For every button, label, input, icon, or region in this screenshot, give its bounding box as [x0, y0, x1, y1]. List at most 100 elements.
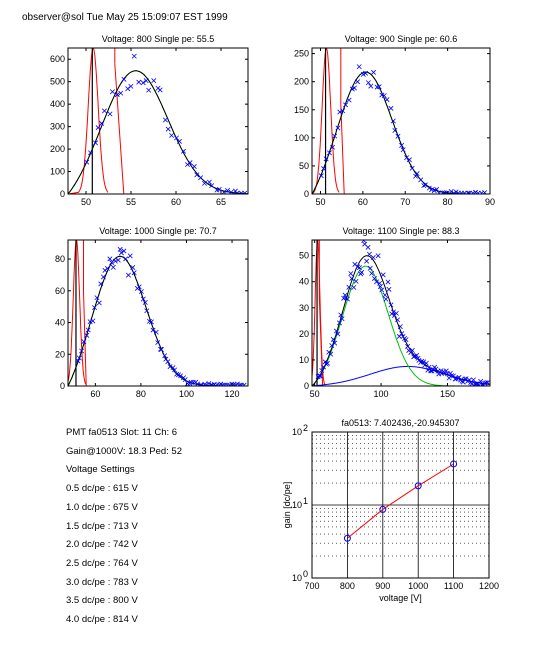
- data-point: [343, 102, 349, 108]
- y-axis-label: gain [dc/pe]: [282, 482, 292, 529]
- pmt-info-block: PMT fa0513 Slot: 11 Ch: 6 Gain@1000V: 18…: [66, 424, 182, 630]
- data-point: [202, 180, 208, 186]
- total-fit-curve: [312, 71, 490, 194]
- y-tick-label: 100: [50, 167, 65, 177]
- data-point: [198, 175, 204, 181]
- data-point: [423, 360, 429, 366]
- data-point: [131, 53, 137, 59]
- x-tick-label: 65: [216, 197, 226, 207]
- data-point: [351, 284, 357, 290]
- data-point: [155, 340, 161, 346]
- y-tick-label: 80: [55, 254, 65, 264]
- data-point: [178, 373, 184, 379]
- data-point: [359, 269, 365, 275]
- data-point: [194, 172, 200, 178]
- data-point: [406, 157, 412, 163]
- pedestal-gauss-curve: [68, 48, 109, 194]
- data-point: [109, 89, 115, 95]
- data-point: [482, 380, 488, 386]
- data-point: [485, 379, 490, 385]
- data-point: [99, 120, 105, 126]
- data-point: [386, 286, 392, 292]
- data-point: [421, 183, 427, 189]
- data-point: [382, 292, 388, 298]
- data-point: [409, 347, 415, 353]
- data-point: [92, 305, 98, 311]
- data-point: [470, 190, 476, 194]
- data-point: [393, 310, 399, 316]
- x-tick-label: 1100: [444, 581, 463, 591]
- data-point: [165, 126, 171, 132]
- y-tick-label: 100: [294, 133, 309, 143]
- data-point: [85, 327, 91, 333]
- voltage-setting-0: 0.5 dc/pe : 615 V: [66, 483, 138, 495]
- data-point: [98, 281, 104, 287]
- histogram-panel-1100v: Voltage: 1100 Single pe: 88.3 50 100 150 0 10…: [299, 226, 491, 399]
- data-point: [127, 253, 133, 259]
- y-tick-label: 20: [299, 329, 309, 339]
- y-tick-label: 50: [299, 251, 309, 261]
- noise-curve: [312, 365, 490, 386]
- voltage-setting-5: 3.0 dc/pe : 783 V: [66, 576, 138, 588]
- data-point: [241, 382, 247, 386]
- data-point: [123, 256, 129, 262]
- data-point: [143, 78, 149, 84]
- data-point: [483, 380, 489, 386]
- data-point: [436, 190, 442, 194]
- y-tick-label: 10: [299, 355, 309, 365]
- data-point: [318, 373, 324, 379]
- data-point: [158, 347, 164, 353]
- x-axis-label: voltage [V]: [379, 593, 422, 603]
- data-point: [418, 177, 424, 183]
- data-point: [181, 148, 187, 154]
- data-point: [114, 92, 120, 98]
- x-tick-label: 50: [81, 197, 91, 207]
- pedestal-tail-drop: [114, 63, 125, 194]
- data-point: [390, 118, 396, 124]
- data-point: [409, 165, 415, 171]
- gain-vs-voltage-panel: fa0513: 7.402436,-20.945307 700 800 900 1000…: [282, 418, 499, 603]
- y-tick-label: 400: [50, 99, 65, 109]
- panel-title: Voltage: 1000 Single pe: 70.7: [99, 226, 217, 236]
- data-point: [118, 250, 124, 256]
- data-point: [128, 83, 134, 89]
- voltage-setting-7: 4.0 dc/pe : 814 V: [66, 614, 138, 626]
- x-tick-label: 60: [171, 197, 181, 207]
- data-point: [426, 364, 432, 370]
- data-point: [172, 367, 178, 373]
- data-point: [353, 278, 359, 284]
- data-point: [369, 270, 375, 276]
- data-point: [140, 80, 146, 86]
- data-point: [414, 352, 420, 358]
- data-point: [400, 147, 406, 153]
- data-point: [414, 171, 420, 177]
- data-point: [117, 246, 123, 252]
- data-point: [392, 127, 398, 133]
- data-point: [234, 381, 240, 386]
- data-point: [225, 188, 231, 194]
- data-point: [364, 258, 370, 264]
- data-point: [395, 133, 401, 139]
- data-point: [115, 257, 121, 263]
- data-point: [425, 367, 431, 373]
- data-point: [322, 359, 328, 365]
- data-point: [421, 359, 427, 365]
- data-point: [383, 296, 389, 302]
- data-point: [340, 108, 346, 114]
- y-tick-label: 40: [55, 318, 65, 328]
- data-point: [431, 188, 437, 194]
- data-point: [384, 97, 390, 103]
- data-point: [94, 295, 100, 301]
- pedestal-tail-drop: [340, 104, 345, 194]
- data-point: [370, 255, 376, 261]
- data-point: [142, 299, 148, 305]
- x-tick-label: 120: [225, 389, 240, 399]
- x-tick-label: 60: [358, 197, 368, 207]
- gain-data-point: [450, 460, 458, 468]
- data-point: [188, 379, 194, 385]
- single-pe-curve: [68, 255, 248, 386]
- data-point: [319, 367, 325, 373]
- data-point: [167, 364, 173, 370]
- data-point: [404, 155, 410, 161]
- plot-area: [68, 240, 248, 386]
